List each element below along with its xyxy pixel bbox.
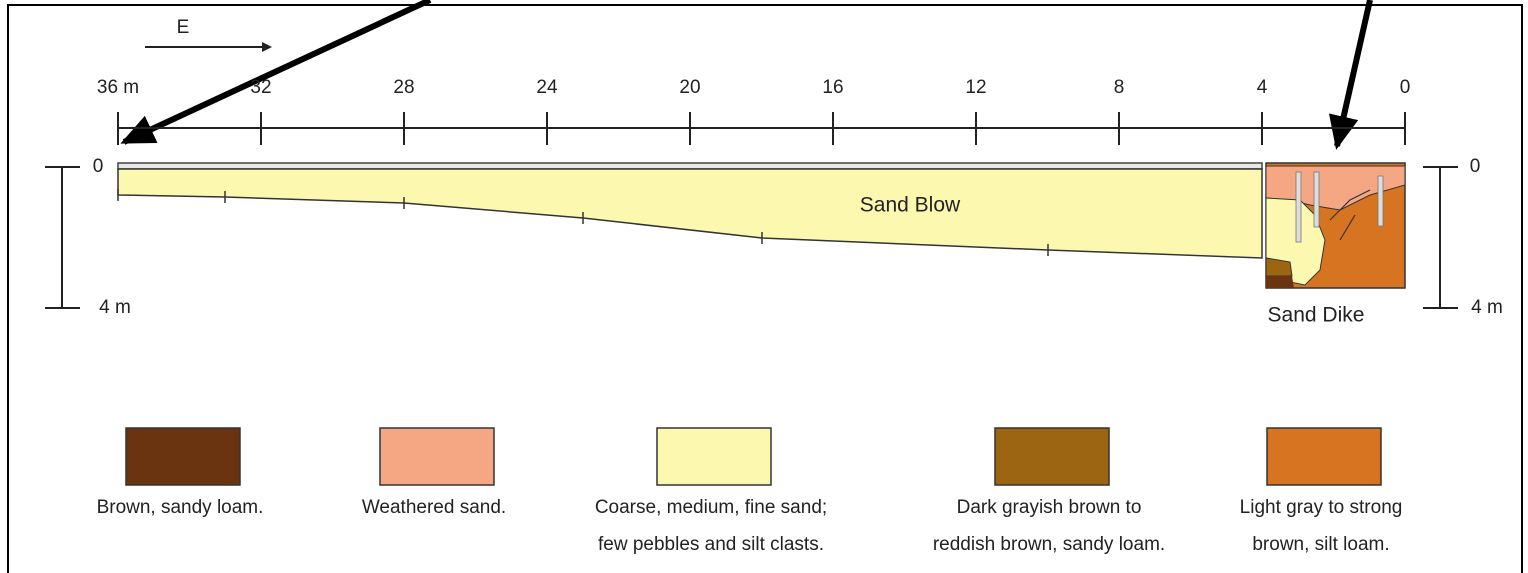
legend-label: Coarse, medium, fine sand; (595, 497, 827, 518)
scale-label: 0 (1400, 77, 1411, 98)
scale-label: 36 m (97, 77, 139, 98)
sand-dike-label: Sand Dike (1268, 304, 1365, 327)
depth-bar-left (45, 166, 80, 309)
scale-label: 32 (250, 77, 271, 98)
scale-bar (117, 112, 1406, 145)
depth-label: 0 (1470, 156, 1481, 177)
legend-label: Weathered sand. (362, 497, 506, 518)
sand-blow-label: Sand Blow (860, 194, 961, 217)
legend-swatch (125, 427, 241, 486)
legend-swatch (656, 427, 772, 486)
survey-ticks (117, 189, 1049, 256)
legend-swatch (1266, 427, 1382, 486)
scale-label: 24 (536, 77, 558, 98)
scale-label: 4 (1257, 77, 1268, 98)
sand-blow-body (117, 168, 1263, 259)
sand-dike (1265, 162, 1406, 289)
scale-label: 16 (822, 77, 843, 98)
scale-label: 20 (679, 77, 700, 98)
legend-label: few pebbles and silt clasts. (598, 534, 824, 555)
depth-label: 4 m (99, 297, 131, 318)
legend-swatch (379, 427, 495, 486)
scale-label: 8 (1114, 77, 1125, 98)
legend-label: Brown, sandy loam. (97, 497, 264, 518)
scale-label: 12 (965, 77, 986, 98)
direction-label: E (177, 17, 190, 38)
depth-bar-right (1423, 166, 1458, 309)
scale-label: 28 (393, 77, 414, 98)
legend-label: reddish brown, sandy loam. (933, 534, 1165, 555)
depth-label: 0 (93, 156, 104, 177)
legend-label: Light gray to strong (1240, 497, 1403, 518)
frame (7, 4, 1523, 573)
surface-band (117, 162, 1263, 170)
pointer-arrow (1328, 0, 1373, 150)
legend-label: brown, silt loam. (1252, 534, 1389, 555)
legend-label: Dark grayish brown to (957, 497, 1142, 518)
depth-label: 4 m (1471, 297, 1503, 318)
legend-swatch (994, 427, 1110, 486)
pointer-arrow (120, 0, 432, 145)
